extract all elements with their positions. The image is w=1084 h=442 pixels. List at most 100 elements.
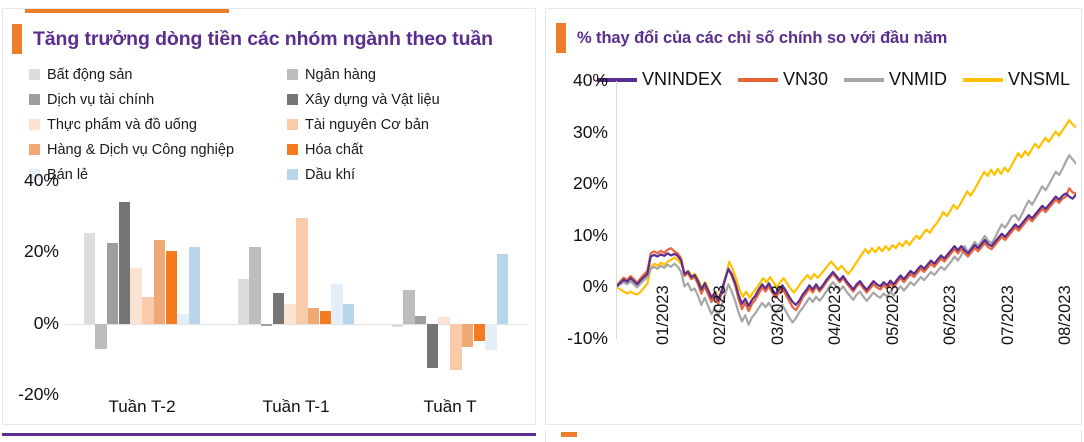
bar (165, 250, 177, 324)
legend-item: VNINDEX (597, 69, 722, 90)
y-axis-tick-label: 20% (23, 241, 59, 262)
bar (342, 304, 355, 324)
legend-line-icon (844, 77, 885, 82)
bar (130, 268, 142, 324)
bar (496, 254, 509, 324)
bar (296, 218, 308, 324)
bar (272, 293, 285, 324)
legend-item: VNMID (844, 69, 947, 90)
legend-swatch-icon (29, 119, 40, 130)
legend-item-label: Hàng & Dịch vụ Công nghiệp (47, 141, 235, 158)
legend-line-icon (597, 77, 637, 82)
legend-item-label: Dầu khí (305, 166, 355, 183)
legend-swatch-icon (287, 69, 298, 80)
bar (83, 232, 96, 324)
bar (153, 239, 166, 324)
bar (307, 307, 320, 324)
title-accent-tick (556, 23, 566, 53)
legend-item: VN30 (738, 69, 828, 90)
bar (473, 323, 485, 342)
y-axis-tick-label: -10% (567, 328, 608, 348)
legend-item-label: Xây dựng và Vật liệu (305, 91, 440, 108)
legend-swatch-icon (287, 119, 298, 130)
legend-item: Dầu khí (287, 167, 499, 183)
bar (485, 323, 497, 351)
bar-chart: -20% 0% 20% 40% Tuần T-2 Tuần T-1 Tuần T (3, 171, 537, 426)
x-axis-tick-label: 05/2023 (883, 285, 902, 345)
left-panel-header: Tăng trưởng dòng tiền các nhóm ngành the… (12, 24, 493, 54)
legend-item: Ngân hàng (287, 67, 499, 83)
legend-item-label: VNSML (1008, 69, 1071, 89)
bar (118, 202, 131, 324)
y-axis-tick-label: 30% (572, 121, 608, 142)
line-chart-legend: VNINDEX VN30 VNMID VNSML (597, 69, 1084, 90)
x-axis-tick-label: 04/2023 (826, 285, 845, 345)
legend-item-label: Tài nguyên Cơ bản (305, 116, 429, 133)
legend-item: Thực phẩm và đồ uống (29, 117, 287, 133)
line-chart-plot-area: 01/2023 02/2023 03/2023 04/2023 05/2023 06/20… (616, 81, 1076, 345)
legend-item-label: VNINDEX (642, 69, 723, 89)
x-axis-tick-label: 07/2023 (998, 285, 1017, 345)
bar-chart-legend: Bất động sản Ngân hàng Dịch vụ tài chính Xâ… (29, 62, 499, 187)
bar-chart-plot-area: Tuần T-2 Tuần T-1 Tuần T (65, 181, 527, 416)
bar (450, 323, 462, 371)
orange-accent-bar (25, 9, 229, 13)
legend-swatch-icon (29, 94, 40, 105)
x-axis-tick-label: 01/2023 (653, 285, 672, 345)
bar (95, 323, 107, 349)
bar (415, 315, 427, 324)
y-axis-tick-label: 0% (33, 312, 59, 333)
legend-item: Hóa chất (287, 142, 499, 158)
line-chart-svg (617, 81, 1076, 339)
bar (107, 243, 119, 324)
line-chart: -10% 0% 10% 20% 30% 40% 01/2023 02/2023 03/2023… (546, 71, 1083, 426)
line-series-vn30 (617, 188, 1076, 311)
bar (426, 323, 439, 369)
legend-item-label: Bán lẻ (47, 166, 89, 183)
legend-item: VNSML (963, 69, 1070, 90)
zero-baseline (65, 323, 527, 325)
y-axis-tick-label: 0% (582, 276, 608, 297)
x-axis-tick-label: 03/2023 (768, 285, 787, 345)
bar (319, 311, 331, 324)
x-axis-tick-label: 02/2023 (711, 285, 730, 345)
legend-item-label: Bất động sản (47, 66, 133, 83)
legend-item-label: VNMID (889, 69, 948, 89)
bar-group: Tuần T (373, 181, 527, 416)
y-axis-tick-label: 40% (572, 70, 608, 90)
bar (261, 323, 273, 326)
legend-line-icon (963, 77, 1004, 82)
panel-index-performance: % thay đổi của các chỉ số chính so với đ… (545, 8, 1082, 425)
page-title-right: % thay đổi của các chỉ số chính so với đ… (577, 28, 948, 47)
legend-swatch-icon (29, 169, 40, 180)
y-axis-tick-label: 20% (572, 173, 608, 194)
bottom-orange-tab (561, 432, 577, 437)
bottom-right-panel-strip (545, 430, 1082, 442)
bar (284, 304, 296, 324)
bar (438, 317, 450, 324)
panel-cashflow-growth: Tăng trưởng dòng tiền các nhóm ngành the… (2, 8, 536, 425)
bar (177, 313, 189, 324)
bar-group: Tuần T-1 (219, 181, 373, 416)
bar-group: Tuần T-2 (65, 181, 219, 416)
bar (331, 284, 343, 324)
y-axis-tick-label: 40% (23, 170, 59, 190)
bar (188, 246, 201, 324)
legend-item-label: Thực phẩm và đồ uống (47, 116, 197, 133)
x-axis-tick-label: Tuần T (423, 397, 477, 416)
y-axis-tick-label: -20% (18, 384, 59, 404)
legend-item: Bất động sản (29, 67, 287, 83)
legend-line-icon (738, 77, 779, 82)
x-axis-tick-label: 08/2023 (1056, 285, 1075, 345)
legend-item-label: Hóa chất (305, 141, 364, 158)
bar (249, 246, 261, 324)
line-series-vnmid (617, 155, 1076, 324)
legend-item-label: VN30 (783, 69, 829, 89)
legend-item: Hàng & Dịch vụ Công nghiệp (29, 142, 287, 158)
legend-swatch-icon (287, 144, 298, 155)
bar (391, 323, 404, 327)
legend-swatch-icon (287, 94, 298, 105)
bottom-purple-divider (2, 433, 536, 436)
legend-item-label: Ngân hàng (305, 66, 376, 83)
bar (461, 323, 474, 347)
